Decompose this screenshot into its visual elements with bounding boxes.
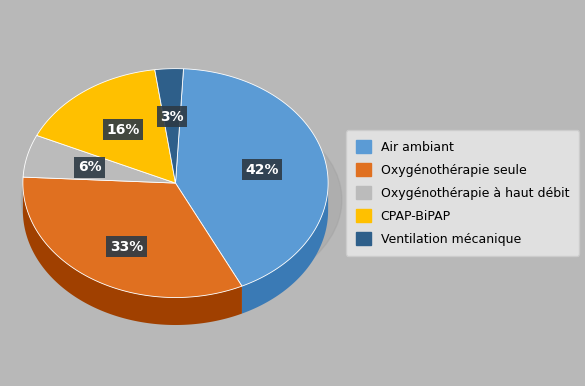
Polygon shape — [23, 184, 242, 325]
Polygon shape — [242, 184, 328, 313]
Text: 6%: 6% — [78, 160, 101, 174]
Ellipse shape — [22, 98, 342, 302]
Polygon shape — [176, 69, 328, 286]
Text: 42%: 42% — [246, 163, 279, 177]
Polygon shape — [23, 135, 176, 183]
Polygon shape — [23, 177, 242, 298]
Text: 16%: 16% — [106, 123, 139, 137]
Polygon shape — [155, 69, 184, 183]
Legend: Air ambiant, Oxygénothérapie seule, Oxygénothérapie à haut débit, CPAP-BiPAP, Ve: Air ambiant, Oxygénothérapie seule, Oxyg… — [346, 130, 579, 256]
Text: 3%: 3% — [160, 110, 184, 124]
Polygon shape — [37, 70, 175, 183]
Text: 33%: 33% — [110, 240, 143, 254]
